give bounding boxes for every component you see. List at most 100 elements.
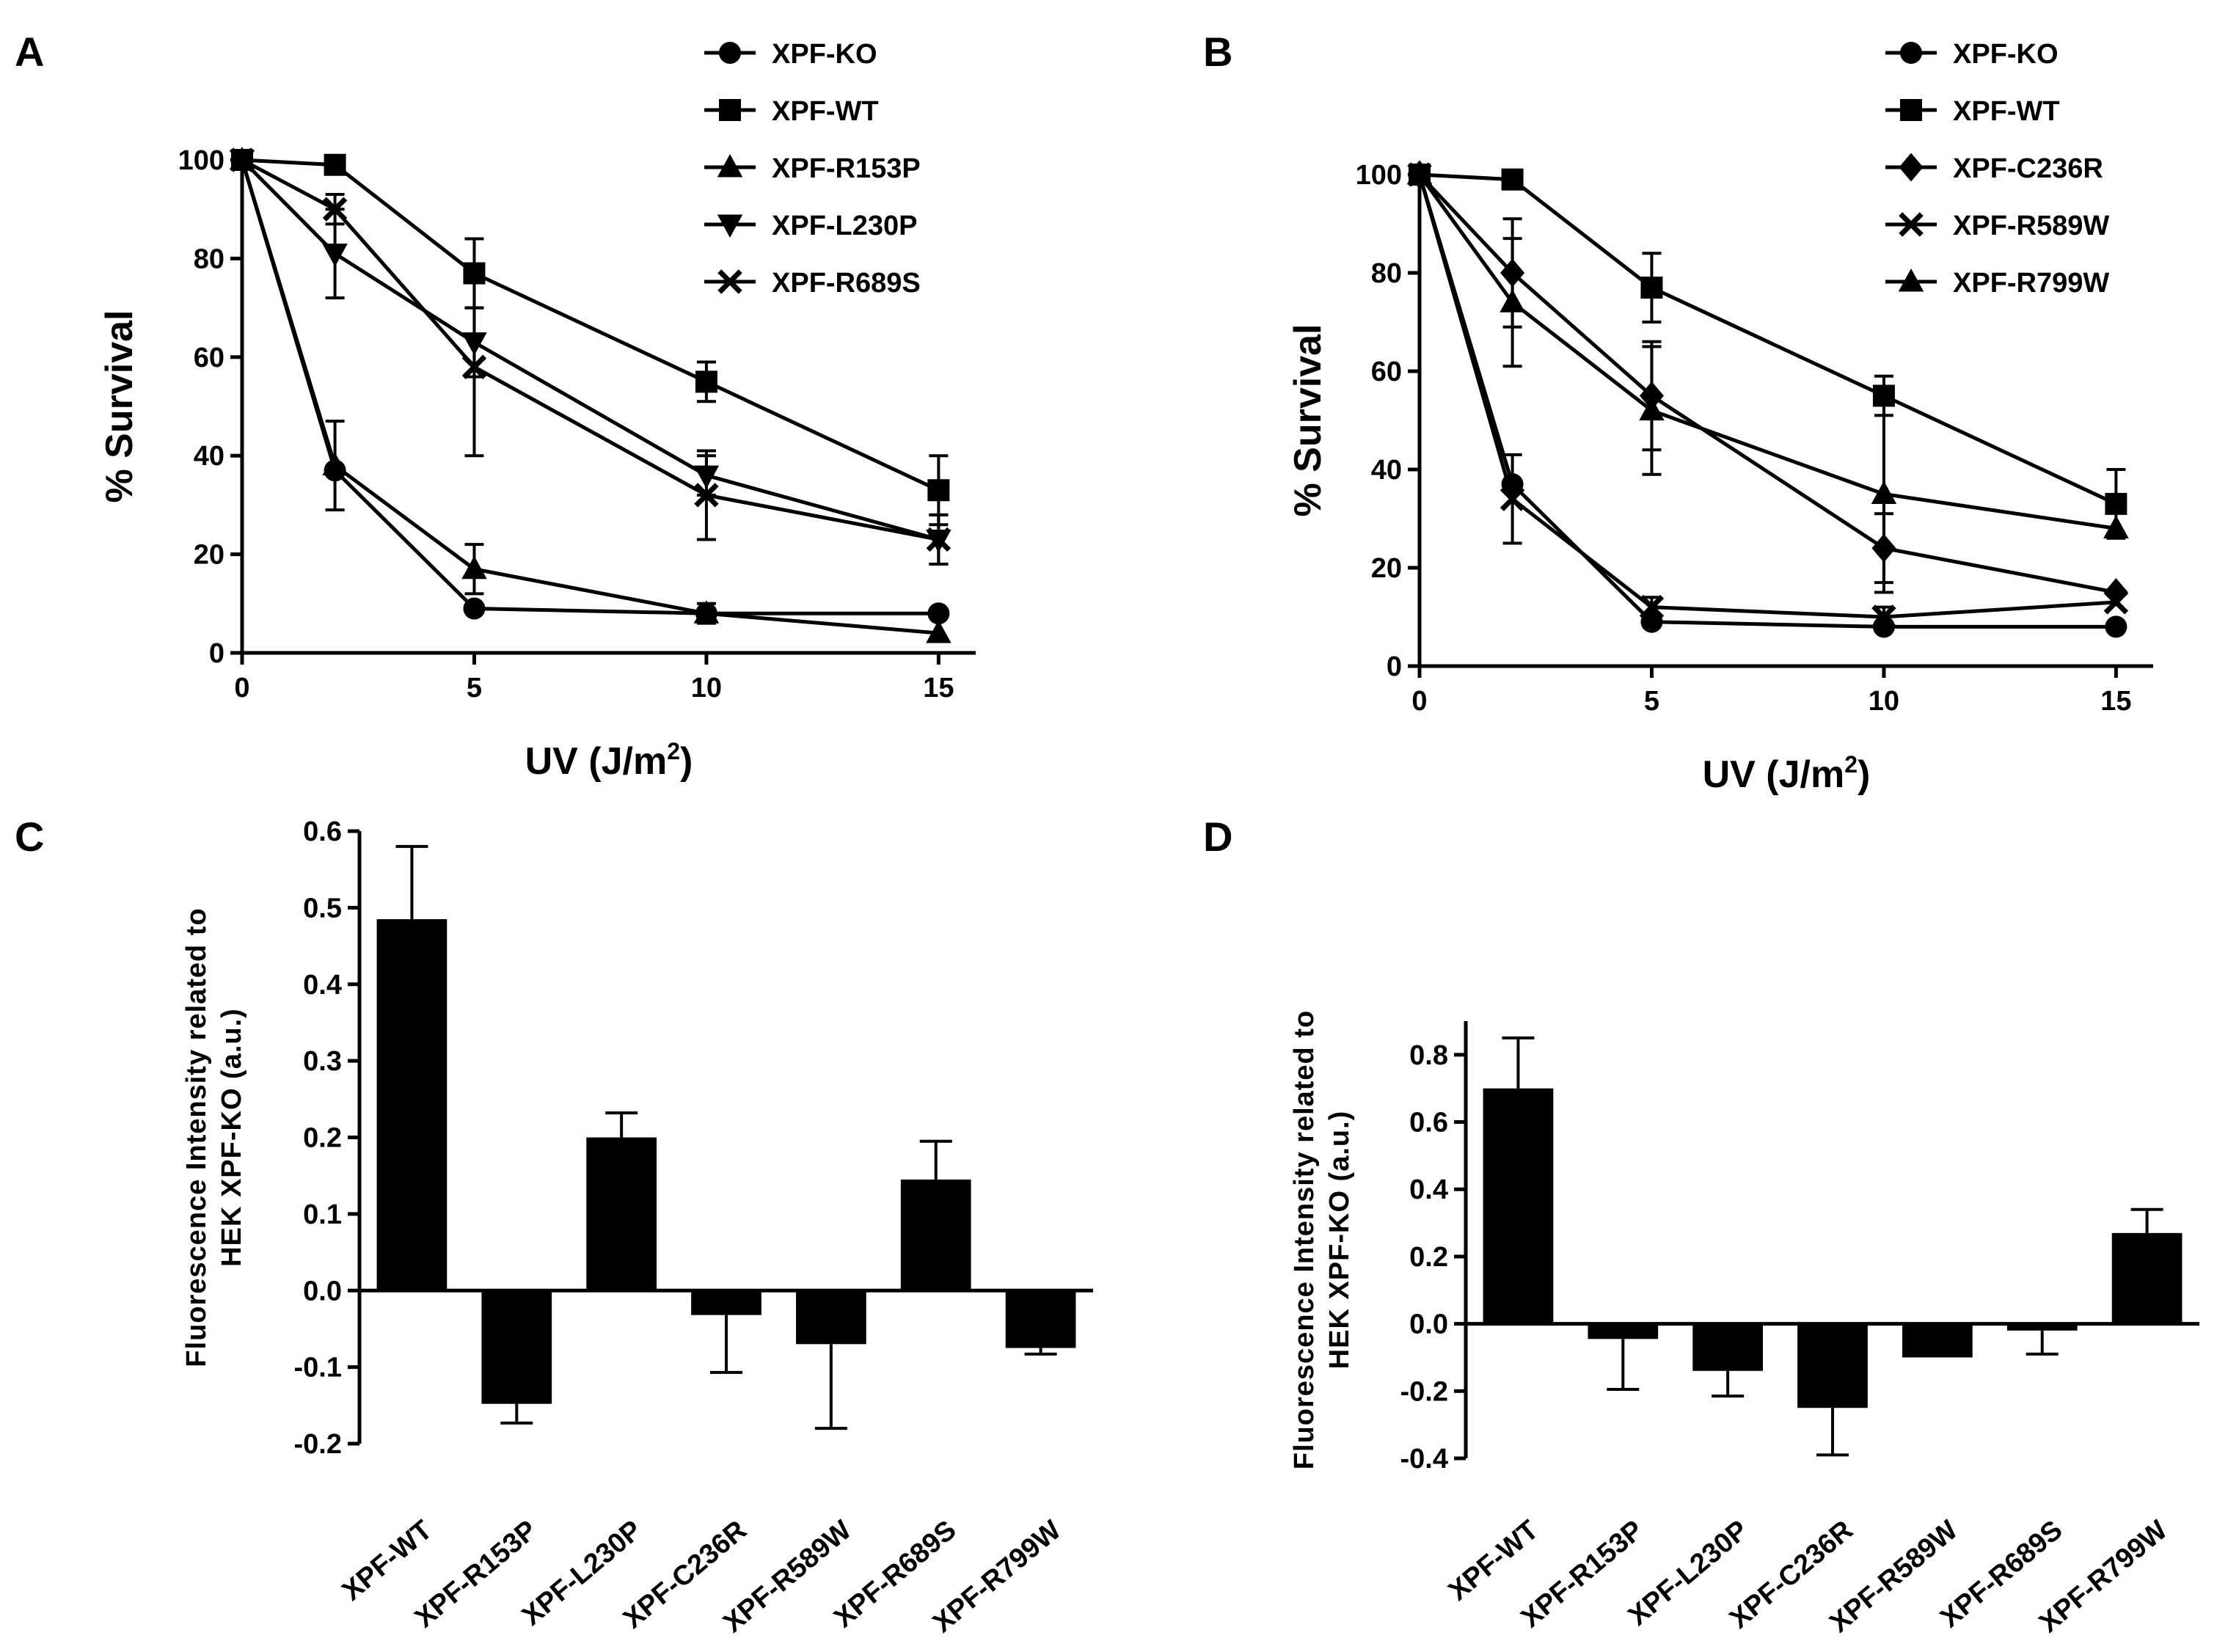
chart-b-y-axis-label: % Survival <box>1287 324 1329 516</box>
chart-b-line-xpf-ko <box>1417 174 2116 629</box>
panel-b-letter: B <box>1203 29 1232 75</box>
chart-a-x-tick-label: 15 <box>923 673 954 703</box>
chart-b-legend-marker <box>1898 268 1924 292</box>
chart-b-point-xpf-r799w <box>1639 397 1665 421</box>
chart-b-y-tick-label: 20 <box>1371 553 1402 584</box>
chart-a-y-tick-label: 40 <box>194 441 224 472</box>
chart-c-bar-xpf-c236r <box>691 1290 761 1315</box>
chart-b-x-tick-label: 15 <box>2100 686 2131 717</box>
chart-a-series-xpf-wt <box>231 149 950 527</box>
chart-b-y-tick-label: 80 <box>1371 258 1402 289</box>
chart-a-legend-marker <box>719 99 741 121</box>
chart-b-y-tick-label: 0 <box>1387 651 1402 682</box>
chart-a-legend-label: XPF-L230P <box>772 211 918 241</box>
chart-a-point-xpf-r153p <box>693 600 720 624</box>
chart-d-bar-xpf-r153p <box>1588 1323 1659 1339</box>
chart-b-survival-line-chart: 0 20 40 60 80 100 0 5 10 15 UV (J/m2) % Survival XPF… <box>1287 39 2153 796</box>
chart-a-point-xpf-wt <box>695 370 717 393</box>
chart-b-x-tick-label: 10 <box>1869 686 1899 717</box>
chart-b-point-xpf-r799w <box>1406 161 1433 185</box>
chart-b-legend-label: XPF-KO <box>1953 39 2059 70</box>
chart-a-legend-item-xpf-r689s: XPF-R689S <box>704 268 921 299</box>
chart-a-y-tick-label: 20 <box>194 540 224 571</box>
chart-a-x-tick-label: 10 <box>691 673 722 703</box>
chart-b-point-xpf-ko <box>2105 615 2127 638</box>
chart-a-y-tick-label: 100 <box>178 145 224 176</box>
chart-a-point-xpf-r689s <box>322 197 348 222</box>
chart-a-legend-marker <box>719 42 741 64</box>
chart-b-y-tick-label: 100 <box>1356 160 1402 191</box>
chart-c-bar-group-xpf-r153p: XPF-R153P <box>409 1290 552 1634</box>
chart-c-bar-xpf-r153p <box>481 1290 552 1404</box>
chart-b-point-xpf-r589w <box>1639 594 1665 620</box>
chart-a-point-xpf-wt <box>927 479 950 502</box>
chart-a-x-tick-label: 5 <box>467 673 482 703</box>
chart-b-point-xpf-r799w <box>2103 515 2129 538</box>
chart-a-legend-item-xpf-l230p: XPF-L230P <box>704 211 918 241</box>
chart-a-point-xpf-ko <box>927 602 950 625</box>
chart-c-y-tick-label: -0.1 <box>294 1353 342 1384</box>
chart-c-y-tick-label: 0.6 <box>303 816 342 847</box>
chart-d-y-tick-label: 0.4 <box>1409 1174 1448 1205</box>
chart-d-y-tick-label: 0.6 <box>1409 1108 1448 1139</box>
chart-a-legend-item-xpf-wt: XPF-WT <box>704 96 879 127</box>
chart-c-bar-group-xpf-r799w: XPF-R799W <box>927 1290 1076 1639</box>
chart-a-x-tick-label: 0 <box>234 673 249 703</box>
chart-b-legend-item-xpf-r589w: XPF-R589W <box>1885 211 2109 241</box>
chart-c-category-label: XPF-WT <box>337 1515 439 1607</box>
chart-a-point-xpf-r153p <box>322 452 348 476</box>
chart-c-y-tick-label: -0.2 <box>294 1429 342 1460</box>
chart-b-point-xpf-r589w <box>1500 486 1525 511</box>
chart-d-y-tick-label: -0.2 <box>1400 1376 1448 1407</box>
chart-d-bar-xpf-l230p <box>1692 1323 1763 1371</box>
chart-d-y-tick-label: 0.0 <box>1409 1309 1448 1340</box>
chart-b-point-xpf-wt <box>1501 168 1524 191</box>
chart-a-point-xpf-r153p <box>461 555 487 580</box>
chart-c-y-tick-label: 0.3 <box>303 1046 342 1077</box>
panel-a-letter: A <box>15 29 44 75</box>
chart-b-legend-item-xpf-ko: XPF-KO <box>1885 39 2059 70</box>
chart-c-y-axis-label-line: HEK XPF-KO (a.u.) <box>216 1008 247 1267</box>
chart-c-bar-group-xpf-wt: XPF-WT <box>337 844 448 1607</box>
chart-b-point-xpf-r799w <box>1871 480 1897 504</box>
chart-b-legend-label: XPF-C236R <box>1953 153 2103 184</box>
chart-d-y-tick-label: 0.8 <box>1409 1040 1448 1071</box>
chart-a-x-axis-label: UV (J/m2) <box>525 738 693 783</box>
chart-a-point-xpf-r153p <box>926 620 952 643</box>
panel-d-letter: D <box>1203 814 1232 860</box>
chart-a-point-xpf-ko <box>463 597 486 620</box>
chart-d-bar-group-xpf-r799w: XPF-R799W <box>2034 1207 2183 1639</box>
chart-d-bar-group-xpf-r689s: XPF-R689S <box>1935 1323 2078 1634</box>
chart-a-y-tick-label: 0 <box>209 638 224 669</box>
chart-b-legend-item-xpf-r799w: XPF-R799W <box>1885 268 2109 299</box>
chart-b-y-tick-label: 60 <box>1371 357 1402 387</box>
chart-b-legend-label: XPF-WT <box>1953 96 2060 127</box>
chart-b-x-axis-label: UV (J/m2) <box>1703 751 1871 796</box>
chart-c-bar-xpf-l230p <box>586 1137 657 1291</box>
chart-d-y-axis-label-line: Fluorescence Intensity related to <box>1289 1010 1320 1469</box>
chart-a-legend-marker <box>717 154 743 178</box>
chart-b-point-xpf-r799w <box>1500 289 1525 313</box>
chart-b-legend-marker <box>1899 212 1924 237</box>
chart-b-legend-marker <box>1899 153 1924 182</box>
chart-d-bar-xpf-c236r <box>1797 1323 1868 1408</box>
chart-d-category-label: XPF-WT <box>1443 1515 1545 1607</box>
chart-b-point-xpf-r589w <box>2103 590 2129 615</box>
chart-c-bar-xpf-r689s <box>900 1179 971 1291</box>
chart-c-bar-group-xpf-r689s: XPF-R689S <box>828 1139 971 1634</box>
chart-c-bar-xpf-r589w <box>796 1290 866 1345</box>
chart-a-series-xpf-r153p <box>229 147 952 643</box>
chart-a-legend-label: XPF-R153P <box>772 153 921 184</box>
chart-a-legend-marker <box>717 214 743 238</box>
chart-d-bar-xpf-wt <box>1483 1088 1554 1324</box>
chart-a-y-tick-label: 60 <box>194 343 224 373</box>
chart-c-bar-xpf-wt <box>376 919 448 1291</box>
chart-a-point-xpf-r689s <box>926 527 952 552</box>
chart-a-survival-line-chart: 0 20 40 60 80 100 0 5 10 15 UV (J/m2) % Survival XPF… <box>98 39 976 783</box>
chart-b-legend-marker <box>1900 42 1922 64</box>
chart-b-x-tick-label: 0 <box>1411 686 1427 717</box>
chart-c-y-tick-label: 0.5 <box>303 893 342 924</box>
chart-d-y-tick-label: 0.2 <box>1409 1242 1448 1273</box>
chart-c-y-tick-label: 0.0 <box>303 1276 342 1306</box>
